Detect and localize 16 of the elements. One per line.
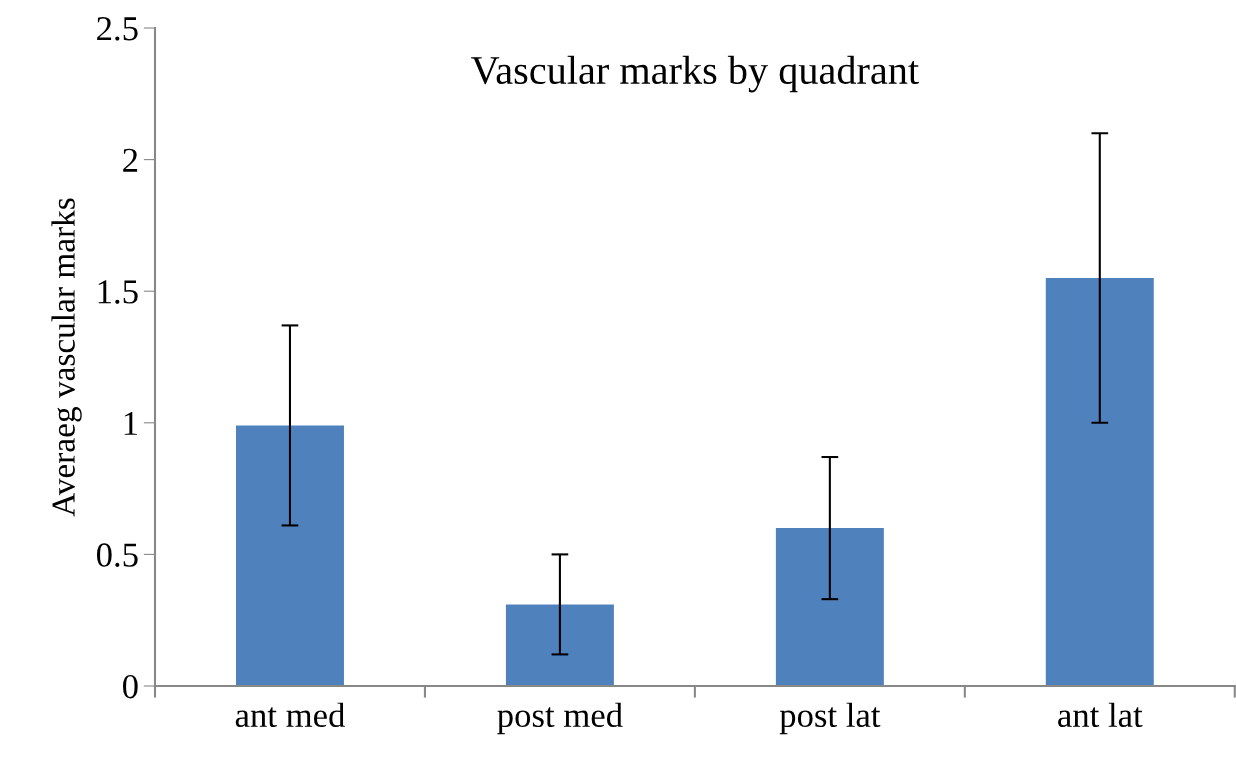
y-tick-label: 0.5 [96, 543, 138, 567]
text: Vascular marks by quadrant [471, 55, 919, 93]
bar [1045, 278, 1154, 686]
y-tick-label: 1 [124, 411, 137, 435]
y-tick-label: 2 [123, 148, 138, 172]
bar [775, 528, 884, 686]
y-tick-label: 1.5 [98, 280, 138, 304]
bar [235, 425, 344, 686]
y-tick-label: 2.5 [97, 17, 138, 41]
y-axis-title: Averaeg vascular marks [51, 198, 82, 517]
x-tick-label: post med [497, 702, 623, 735]
x-tick-label: ant lat [1058, 702, 1143, 728]
y-tick-label: 0 [122, 674, 138, 699]
x-tick-label: ant med [235, 702, 345, 728]
bar [505, 604, 614, 686]
x-tick-label: post lat [779, 702, 881, 735]
